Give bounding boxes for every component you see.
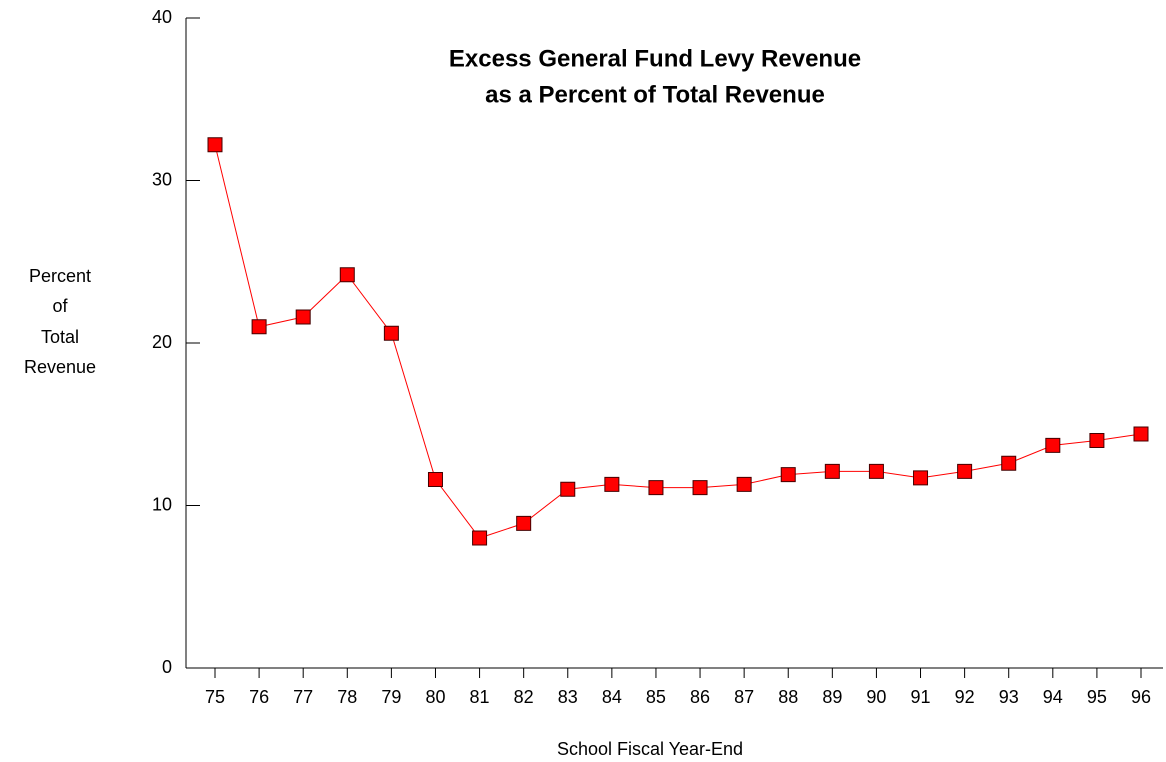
marker [692, 480, 708, 496]
x-tick-label: 96 [1131, 687, 1151, 707]
x-tick-label: 80 [425, 687, 445, 707]
x-tick-label: 84 [602, 687, 622, 707]
marker [604, 476, 620, 492]
y-tick-label: 40 [152, 7, 172, 27]
y-axis-label: Total [41, 327, 79, 347]
x-tick-label: 85 [646, 687, 666, 707]
x-tick-label: 83 [558, 687, 578, 707]
y-tick-label: 10 [152, 494, 172, 514]
marker [383, 325, 399, 341]
x-tick-label: 87 [734, 687, 754, 707]
x-axis-label: School Fiscal Year-End [557, 739, 743, 759]
x-tick-label: 86 [690, 687, 710, 707]
x-tick-label: 91 [911, 687, 931, 707]
x-tick-label: 95 [1087, 687, 1107, 707]
marker [516, 515, 532, 531]
x-tick-label: 81 [470, 687, 490, 707]
marker [207, 137, 223, 153]
x-tick-label: 90 [866, 687, 886, 707]
marker [1089, 433, 1105, 448]
marker [339, 267, 355, 283]
marker [295, 309, 311, 325]
marker [957, 463, 973, 479]
marker [1133, 426, 1149, 442]
x-tick-label: 76 [249, 687, 269, 707]
x-tick-label: 94 [1043, 687, 1063, 707]
marker [736, 476, 752, 492]
x-tick-label: 77 [293, 687, 313, 707]
marker [913, 470, 929, 486]
marker [1001, 455, 1017, 471]
chart-title: Excess General Fund Levy Revenue [449, 45, 861, 72]
line [214, 144, 1142, 539]
marker [780, 467, 796, 483]
x-tick-label: 89 [822, 687, 842, 707]
marker [427, 472, 443, 487]
x-tick-label: 78 [337, 687, 357, 707]
x-tick-label: 79 [381, 687, 401, 707]
y-axis-label: of [52, 296, 68, 316]
y-tick-label: 20 [152, 332, 172, 352]
x-tick-label: 88 [778, 687, 798, 707]
marker [472, 530, 488, 546]
marker [560, 481, 576, 497]
y-axis-label: Revenue [24, 357, 96, 377]
x-tick-label: 92 [955, 687, 975, 707]
y-tick-label: 30 [152, 169, 172, 189]
x-tick-label: 93 [999, 687, 1019, 707]
marker [648, 480, 664, 496]
y-tick-label: 0 [162, 657, 172, 677]
y-axis-label: Percent [29, 266, 91, 286]
marker [251, 319, 267, 335]
chart-title: as a Percent of Total Revenue [485, 81, 825, 108]
marker [868, 463, 884, 479]
marker [824, 463, 840, 479]
marker [1045, 437, 1061, 453]
x-tick-label: 75 [205, 687, 225, 707]
x-tick-label: 82 [514, 687, 534, 707]
